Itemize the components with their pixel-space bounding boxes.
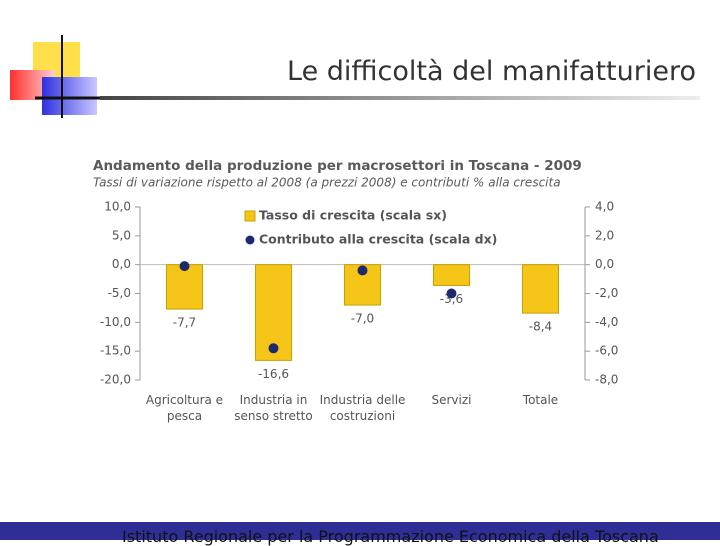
y2-tick-label: -4,0 [595, 315, 618, 329]
y-tick-label: -5,0 [108, 286, 131, 300]
x-tick-label: Agricoltura e pesca [145, 393, 224, 423]
legend-swatch [245, 235, 255, 245]
chart-subtitle: Tassi di variazione rispetto al 2008 (a … [93, 176, 561, 190]
legend-label: Contributo alla crescita (scala dx) [259, 232, 497, 247]
y2-tick-label: 2,0 [595, 228, 614, 242]
legend-swatch [244, 210, 256, 222]
x-tick-label: Totale [522, 393, 559, 407]
y2-tick-label: -8,0 [595, 373, 618, 387]
legend-box [239, 204, 495, 252]
footer-bar: Istituto Regionale per la Programmazione… [0, 522, 720, 546]
x-tick-label: Servizi [431, 393, 472, 407]
footer-text: Istituto Regionale per la Programmazione… [122, 527, 659, 546]
value-label: -3,6 [440, 292, 463, 306]
bar [433, 264, 470, 286]
value-label: -7,0 [351, 312, 374, 326]
dot [446, 288, 457, 299]
bar [166, 264, 203, 310]
slide-title: Le difficoltà del manifatturiero [287, 56, 696, 87]
chart-title: Andamento della produzione per macrosett… [93, 158, 582, 174]
y2-tick-label: 0,0 [595, 257, 614, 271]
y-tick-label: -10,0 [100, 315, 131, 329]
deco-line [100, 96, 700, 100]
value-label: -8,4 [529, 320, 552, 334]
bar [522, 264, 559, 314]
y2-tick-label: -2,0 [595, 286, 618, 300]
y-tick-label: -20,0 [100, 373, 131, 387]
y-tick-label: 5,0 [112, 228, 131, 242]
x-tick-label: Industria in senso stretto [234, 393, 313, 423]
y-tick-label: 10,0 [104, 200, 131, 214]
value-label: -7,7 [173, 316, 196, 330]
dot [179, 261, 190, 272]
x-tick-label: Industria delle costruzioni [319, 393, 406, 423]
dot [268, 343, 279, 354]
dot [357, 265, 368, 276]
y2-tick-label: 4,0 [595, 200, 614, 214]
deco-square [42, 77, 97, 115]
value-label: -16,6 [258, 367, 289, 381]
y2-tick-label: -6,0 [595, 344, 618, 358]
legend-label: Tasso di crescita (scala sx) [259, 208, 447, 223]
y-tick-label: 0,0 [112, 257, 131, 271]
y-tick-label: -15,0 [100, 344, 131, 358]
